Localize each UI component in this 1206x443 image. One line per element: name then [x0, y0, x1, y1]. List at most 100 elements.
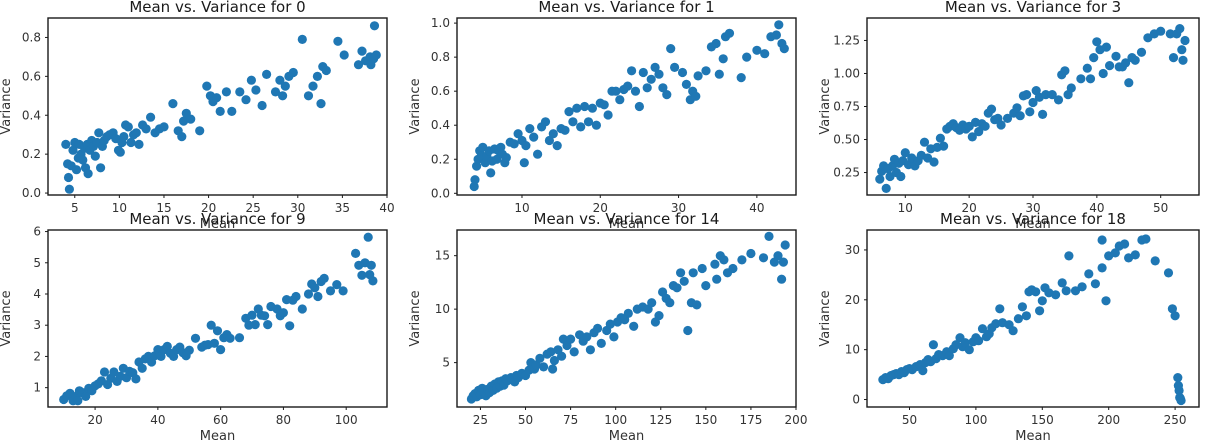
data-point	[1013, 314, 1024, 324]
y-axis-label: Variance	[0, 290, 14, 346]
data-point	[939, 141, 949, 151]
data-point	[123, 122, 133, 132]
data-point	[262, 69, 272, 79]
data-point	[724, 28, 735, 38]
data-point	[332, 280, 342, 290]
x-tick-label: 30	[290, 201, 305, 215]
data-point	[312, 71, 322, 81]
data-point	[771, 30, 782, 40]
y-tick-label: 0.8	[431, 50, 450, 64]
data-point	[1098, 68, 1108, 79]
data-point	[270, 87, 281, 97]
data-point	[627, 66, 637, 76]
data-point	[697, 263, 707, 274]
data-point	[974, 336, 984, 346]
data-point	[1002, 113, 1013, 123]
data-point	[683, 325, 693, 336]
x-axis-label: Mean	[1015, 217, 1050, 232]
y-tick-label: 0.6	[22, 69, 41, 83]
data-point	[371, 50, 381, 60]
chart-title: Mean vs. Variance for 14	[534, 210, 720, 228]
data-point	[549, 355, 560, 366]
data-point	[1082, 63, 1092, 73]
data-point	[603, 110, 613, 120]
data-point	[338, 286, 348, 296]
data-point	[548, 364, 558, 374]
data-point	[81, 391, 91, 401]
data-point	[159, 122, 169, 132]
data-point	[1051, 290, 1061, 300]
data-point	[609, 332, 619, 342]
data-point	[896, 171, 906, 182]
data-point	[544, 135, 555, 146]
data-point	[737, 255, 747, 265]
data-point	[778, 257, 789, 267]
data-point	[321, 65, 331, 76]
data-point	[1012, 103, 1022, 113]
chart-title: Mean vs. Variance for 3	[945, 0, 1121, 16]
data-point	[964, 345, 974, 355]
data-point	[777, 274, 787, 284]
chart-title: Mean vs. Variance for 18	[940, 210, 1126, 228]
data-point	[944, 351, 954, 361]
data-point	[260, 311, 270, 321]
data-point	[654, 69, 664, 79]
x-axis-label: Mean	[609, 429, 644, 443]
data-point	[929, 157, 939, 167]
chart-title: Mean vs. Variance for 0	[129, 0, 305, 16]
x-tick-label: 40	[150, 413, 165, 427]
x-tick-label: 10	[112, 201, 127, 215]
data-point	[168, 99, 178, 109]
data-point	[548, 129, 558, 139]
plot-frame	[456, 229, 797, 408]
data-point	[1031, 287, 1041, 297]
data-point	[470, 175, 480, 185]
subplot-0: 5 10 15 20 25 30 35 40 0.0 0.2 0.4 0.6 0.8 Mean Varian…	[0, 0, 395, 232]
data-point	[591, 120, 602, 130]
data-point	[736, 73, 746, 83]
y-tick-label: 2	[33, 349, 41, 363]
data-point	[83, 169, 93, 179]
data-point	[568, 117, 578, 127]
x-tick-label: 75	[563, 413, 578, 427]
data-point	[1076, 74, 1086, 84]
y-axis-label: Variance	[408, 290, 423, 346]
data-point	[513, 129, 523, 139]
data-point	[1022, 90, 1032, 100]
data-point	[676, 268, 686, 278]
data-point	[1057, 278, 1067, 288]
data-point	[712, 274, 722, 284]
data-point	[779, 44, 789, 54]
data-point	[995, 304, 1005, 314]
data-point	[278, 91, 288, 101]
x-tick-label: 150	[694, 413, 717, 427]
data-point	[566, 334, 576, 344]
data-point	[681, 79, 692, 89]
data-point	[246, 75, 256, 85]
data-point	[1120, 239, 1130, 249]
y-tick-label: 4	[33, 287, 41, 301]
data-point	[227, 106, 237, 116]
data-point	[1156, 26, 1166, 36]
data-point	[658, 83, 668, 93]
y-tick-label: 0.4	[22, 108, 41, 122]
data-point	[1180, 35, 1190, 46]
y-tick-label: 0.50	[833, 133, 860, 147]
data-point	[587, 103, 598, 113]
data-point	[1037, 296, 1047, 306]
y-tick-label: 5	[442, 356, 450, 370]
data-point	[1090, 279, 1100, 289]
y-tick-label: 1.0	[431, 16, 450, 30]
x-tick-label: 25	[246, 201, 261, 215]
y-tick-label: 5	[33, 256, 41, 270]
data-point	[234, 333, 245, 343]
data-point	[646, 74, 656, 84]
data-point	[275, 75, 285, 85]
data-point	[263, 320, 273, 330]
data-point	[1061, 286, 1071, 296]
data-point	[1089, 53, 1099, 63]
data-point	[303, 91, 314, 101]
data-point	[1066, 83, 1076, 93]
data-point	[285, 321, 295, 331]
x-tick-label: 5	[71, 201, 79, 215]
